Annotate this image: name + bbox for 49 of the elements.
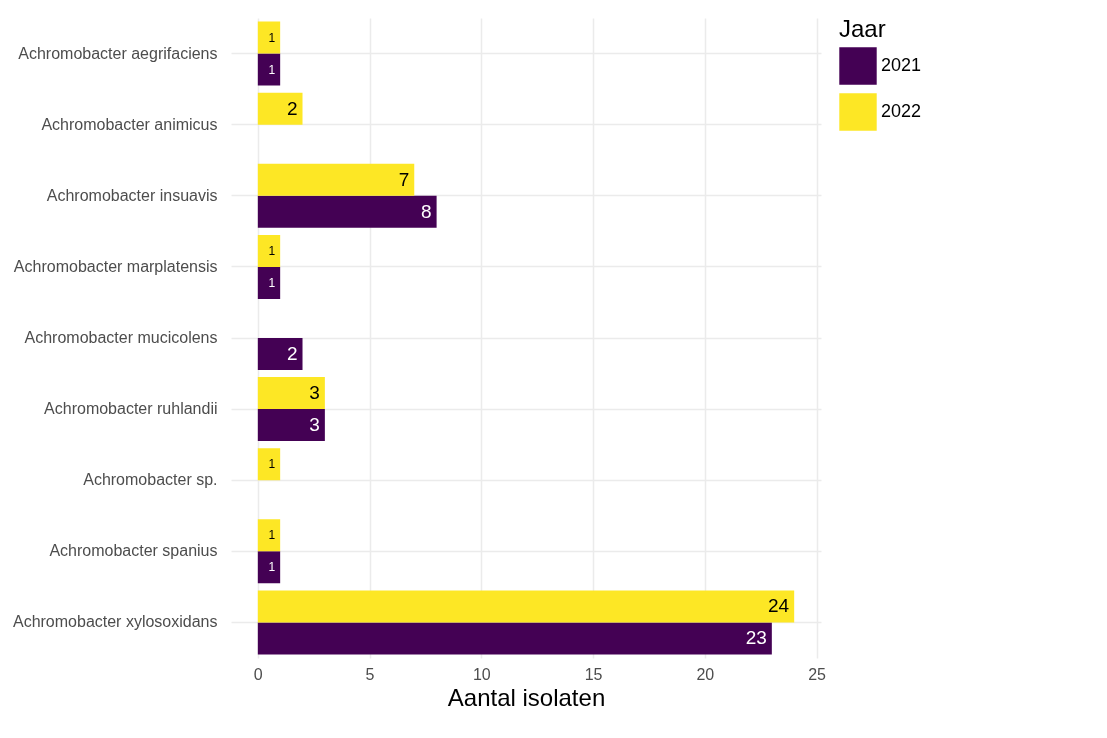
- bar: [257, 338, 303, 370]
- y-tick-label: Achromobacter sp.: [83, 471, 218, 489]
- y-tick-label: Achromobacter xylosoxidans: [12, 613, 218, 631]
- data-label: 23: [745, 627, 767, 649]
- legend-label: 2021: [881, 55, 922, 75]
- data-label: 1: [268, 30, 276, 45]
- bar: [257, 409, 325, 442]
- bar: [257, 234, 281, 267]
- y-tick-label: Achromobacter animicus: [41, 115, 218, 133]
- x-tick-label: 5: [365, 665, 375, 683]
- bar: [257, 92, 303, 125]
- x-tick-label: 25: [808, 665, 827, 683]
- data-label: 1: [268, 62, 276, 77]
- legend-label: 2022: [881, 101, 922, 121]
- x-axis-title: Aantal isolaten: [447, 683, 606, 711]
- bar: [257, 551, 281, 584]
- y-tick-label: Achromobacter marplatensis: [13, 257, 218, 275]
- data-label: 2: [286, 343, 298, 364]
- x-tick-label: 0: [253, 665, 263, 683]
- x-tick-label: 10: [472, 665, 491, 683]
- x-tick-label: 20: [696, 665, 715, 683]
- y-tick-label: Achromobacter mucicolens: [24, 329, 218, 346]
- data-label: 8: [421, 200, 432, 222]
- y-tick-label: Achromobacter spanius: [49, 542, 218, 560]
- bar: [257, 519, 281, 552]
- data-label: 1: [268, 528, 276, 543]
- data-label: 1: [268, 275, 276, 290]
- data-label: 7: [398, 168, 410, 190]
- data-label: 1: [268, 243, 276, 258]
- bar: [257, 590, 795, 623]
- data-label: 24: [768, 595, 790, 617]
- y-tick-label: Achromobacter aegrifaciens: [18, 44, 218, 62]
- data-label: 1: [268, 560, 276, 575]
- bar: [257, 53, 281, 86]
- data-label: 2: [286, 97, 298, 119]
- y-tick-label: Achromobacter insuavis: [46, 186, 218, 204]
- bar: [257, 163, 415, 196]
- bar: [257, 266, 281, 299]
- y-tick-label: Achromobacter ruhlandii: [44, 400, 218, 418]
- x-tick-label: 15: [584, 665, 603, 683]
- data-label: 3: [309, 382, 320, 404]
- bar: [257, 21, 281, 54]
- bar: [257, 448, 281, 481]
- data-label: 1: [268, 457, 276, 472]
- bar: [257, 195, 437, 228]
- data-label: 3: [309, 414, 320, 436]
- legend-title: Jaar: [839, 15, 886, 42]
- bar: [257, 622, 772, 655]
- bar: [257, 377, 325, 410]
